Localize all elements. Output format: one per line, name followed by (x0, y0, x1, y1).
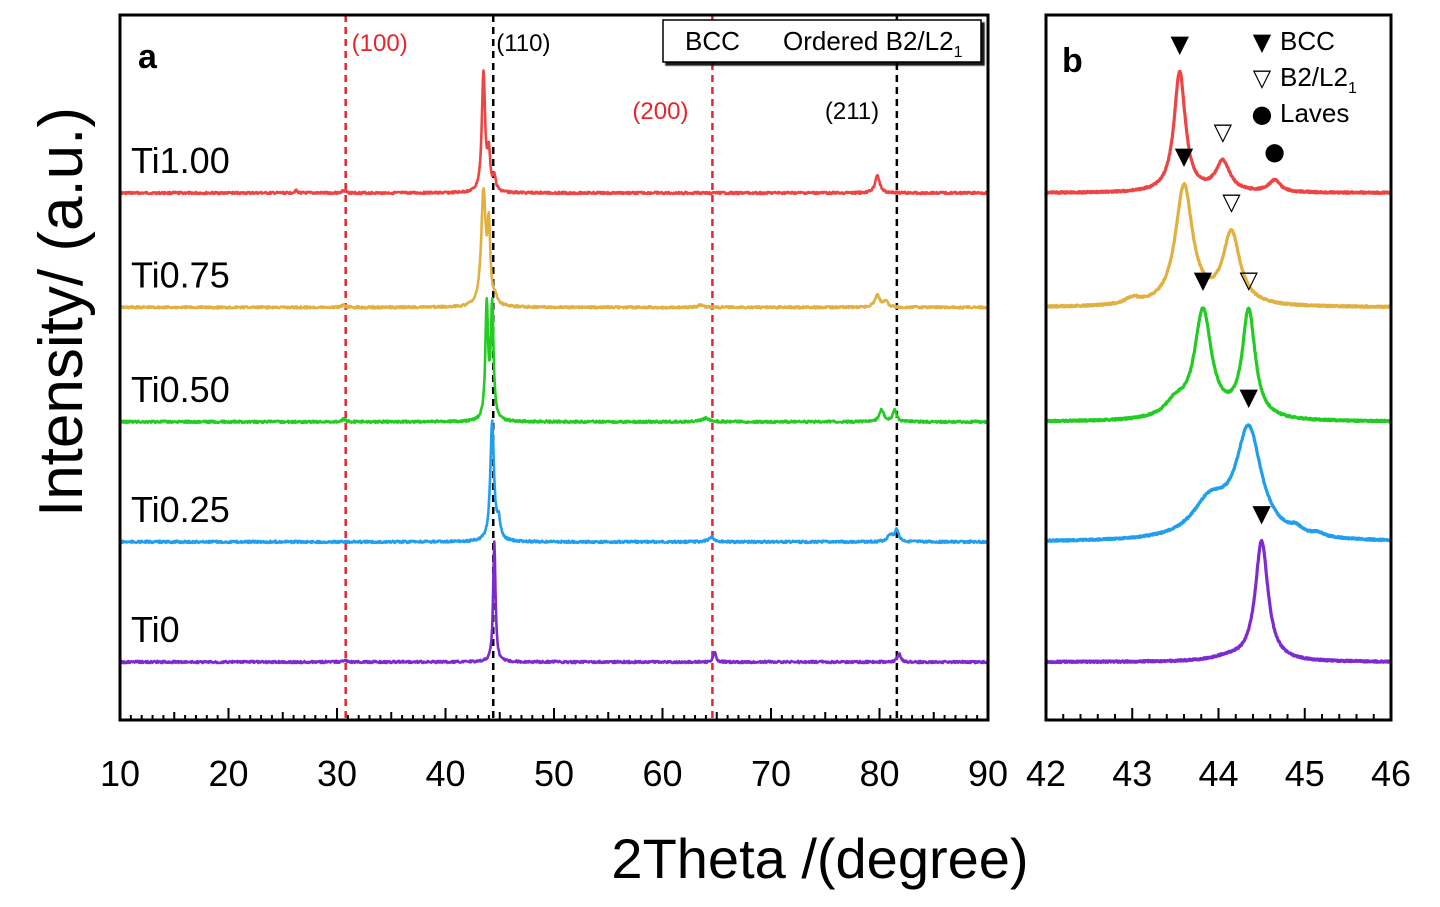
panel-b: ▼▽●▼▽▼ ▽▼▼ 42 43 44 45 46 b ▼ BCC▽ B2/L21● Laves (1026, 13, 1411, 794)
peak-marker: ▽ (1222, 188, 1241, 216)
legend-bcc: BCC (685, 26, 740, 56)
x-tick-label: 20 (208, 753, 248, 794)
x-tick-label: 10 (100, 753, 140, 794)
series-line (1044, 306, 1393, 424)
x-tick-label: 50 (534, 753, 574, 794)
y-axis-label: Intensity/ (a.u.) (27, 107, 96, 517)
peak-marker: ▼ (1170, 30, 1189, 58)
plane-label: (211) (825, 98, 879, 125)
series-line (1044, 538, 1393, 665)
peak-marker: ● (1264, 138, 1285, 166)
x-tick-label: 40 (425, 753, 465, 794)
x-tick-label: 42 (1026, 753, 1066, 794)
panel-b-curves (1044, 69, 1393, 665)
panel-b-peak-markers: ▼ ▽ ● ▼ ▽ ▼ ▽ ▼ ▼ (1170, 30, 1285, 527)
phase-legend: ▼ BCC ▽ B2/L21● Laves (1252, 26, 1357, 128)
legend-label: B2/L21 (1280, 62, 1357, 97)
peak-marker: ▼ (1252, 499, 1271, 527)
x-tick-label: 90 (968, 753, 1008, 794)
series-line (119, 419, 989, 545)
series-line (118, 297, 990, 425)
legend-label: Laves (1280, 98, 1349, 128)
plane-label: (200) (632, 98, 688, 125)
peak-marker: ▼ (1194, 266, 1213, 294)
series-line (1044, 69, 1393, 195)
sample-label: Ti0.25 (131, 489, 230, 530)
reference-lines: (100) (110) (200) (211) (344, 15, 899, 720)
legend-marker: ▽ (1253, 64, 1272, 92)
sample-labels: Ti1.00 Ti0.75 Ti0.50 Ti0.25 Ti0 (131, 140, 230, 650)
panel-a: (100) (110)(200) (211) Ti1.00Ti0.75Ti0.50T… (100, 13, 1008, 794)
peak-marker: ▼ (1175, 142, 1194, 170)
legend-marker: ▼ (1253, 28, 1272, 56)
panel-a-frame (118, 13, 990, 722)
sample-label: Ti0 (131, 609, 180, 650)
series-line (119, 540, 989, 665)
sample-label: Ti0.50 (131, 369, 230, 410)
panel-a-x-ticks: 10 20 30 40 50 60 70 80 90 (100, 708, 1008, 794)
series-line (1044, 423, 1393, 543)
peak-marker: ▽ (1239, 266, 1258, 294)
x-tick-label: 80 (859, 753, 899, 794)
series-line (1044, 182, 1393, 310)
series-line (118, 187, 989, 310)
x-tick-label: 60 (642, 753, 682, 794)
x-tick-label: 44 (1198, 753, 1238, 794)
plane-label: (100) (352, 30, 408, 57)
x-axis-label: 2Theta /(degree) (611, 827, 1028, 890)
legend-ordered: Ordered B2/L21 (783, 26, 963, 61)
x-tick-label: 43 (1112, 753, 1152, 794)
series-line (119, 69, 990, 196)
legend-label: BCC (1280, 26, 1335, 56)
sample-label: Ti0.75 (131, 254, 230, 295)
x-tick-label: 30 (317, 753, 357, 794)
panel-b-x-ticks: 42 43 44 45 46 (1026, 708, 1411, 794)
peak-marker: ▼ (1239, 383, 1258, 411)
legend-marker: ● (1252, 100, 1273, 128)
x-tick-label: 46 (1371, 753, 1411, 794)
sample-label: Ti1.00 (131, 140, 230, 181)
plane-label: (110) (496, 30, 550, 57)
panel-b-frame (1044, 13, 1393, 722)
panel-a-curves (118, 69, 990, 665)
panel-letter-b: b (1062, 42, 1083, 80)
structure-legend-box: BCC Ordered B2/L21 (662, 19, 982, 63)
x-tick-label: 45 (1285, 753, 1325, 794)
panel-letter-a: a (138, 38, 158, 76)
peak-marker: ▽ (1214, 118, 1233, 146)
x-tick-label: 70 (751, 753, 791, 794)
